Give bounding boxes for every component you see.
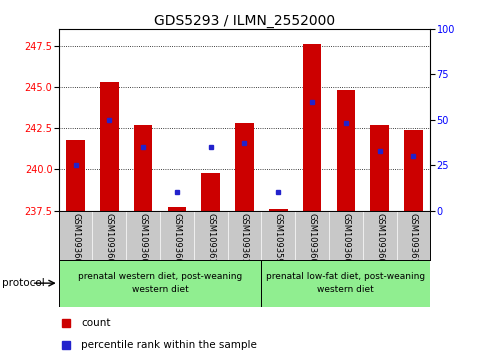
Text: GSM1093605: GSM1093605: [341, 213, 349, 269]
Text: prenatal western diet, post-weaning
western diet: prenatal western diet, post-weaning west…: [78, 272, 242, 294]
Bar: [201, 172, 220, 211]
Text: GSM1093609: GSM1093609: [172, 213, 181, 269]
Bar: [59, 260, 261, 307]
Text: prenatal low-fat diet, post-weaning
western diet: prenatal low-fat diet, post-weaning west…: [266, 272, 425, 294]
Bar: [100, 82, 119, 211]
Text: GSM1093619: GSM1093619: [240, 213, 248, 269]
Text: GSM1093600: GSM1093600: [71, 213, 80, 269]
Bar: [235, 123, 253, 211]
Text: GSM1093608: GSM1093608: [374, 213, 384, 269]
Text: GSM1093604: GSM1093604: [139, 213, 147, 269]
Bar: [369, 125, 388, 211]
Title: GDS5293 / ILMN_2552000: GDS5293 / ILMN_2552000: [154, 14, 334, 28]
Bar: [167, 207, 186, 211]
Text: GSM1093599: GSM1093599: [273, 213, 282, 269]
Text: count: count: [81, 318, 110, 328]
Text: GSM1093602: GSM1093602: [104, 213, 114, 269]
Text: percentile rank within the sample: percentile rank within the sample: [81, 340, 256, 350]
Text: GSM1093615: GSM1093615: [206, 213, 215, 269]
Text: GSM1093601: GSM1093601: [307, 213, 316, 269]
Bar: [134, 125, 152, 211]
Bar: [336, 90, 354, 211]
Bar: [403, 130, 422, 211]
Text: protocol: protocol: [2, 278, 45, 288]
Bar: [302, 44, 321, 211]
Bar: [268, 209, 287, 211]
Text: GSM1093612: GSM1093612: [408, 213, 417, 269]
Bar: [261, 260, 429, 307]
Bar: [66, 140, 85, 211]
